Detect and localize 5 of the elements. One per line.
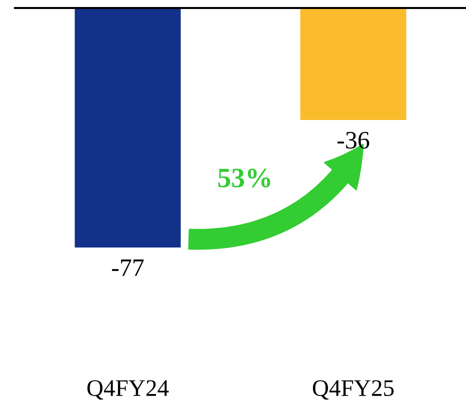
x-tick-label: Q4FY24 [87,380,169,400]
x-tick-label: Q4FY25 [312,380,394,400]
annotation: 53% [218,168,270,188]
data-label: -36 [338,132,370,149]
data-label: -77 [112,260,144,276]
